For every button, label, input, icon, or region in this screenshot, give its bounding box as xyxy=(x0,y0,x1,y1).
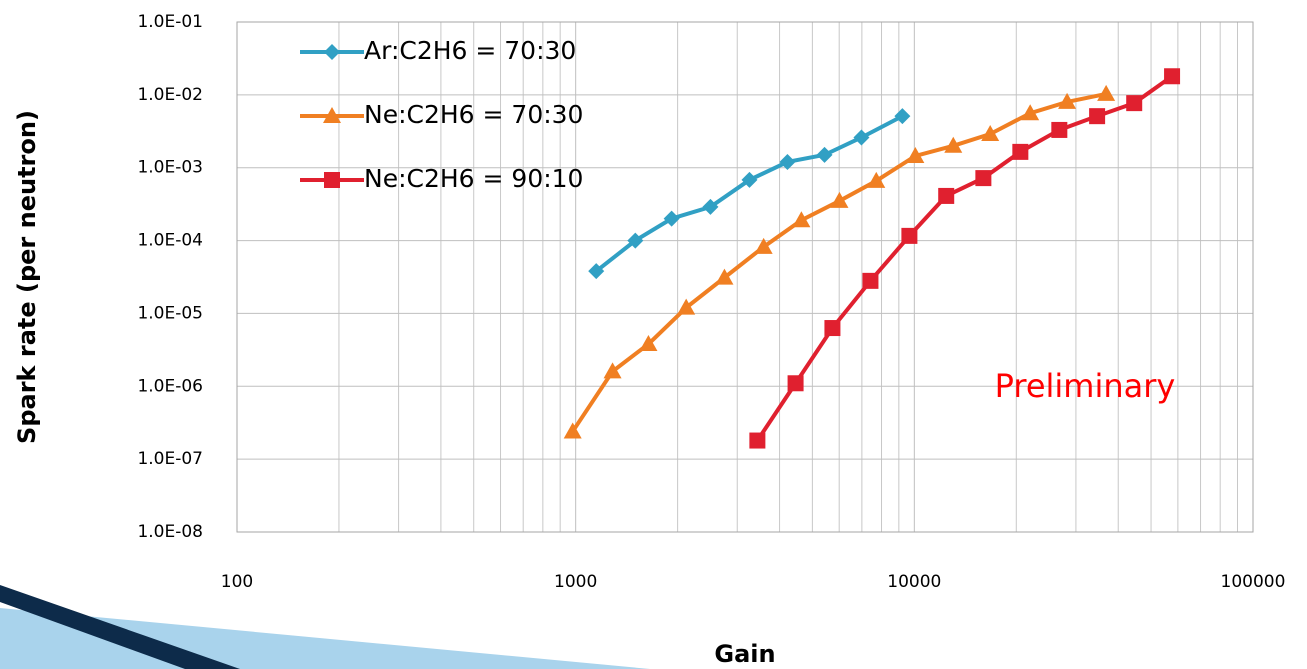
point xyxy=(867,171,886,188)
legend-marker xyxy=(324,44,340,60)
point xyxy=(741,171,758,188)
point xyxy=(663,210,680,227)
point xyxy=(901,227,918,244)
point xyxy=(853,129,870,146)
y-tick-label: 1.0E-04 xyxy=(137,231,203,251)
legend-item: Ne:C2H6 = 90:10 xyxy=(300,164,583,193)
x-tick-label: 10000 xyxy=(887,572,941,592)
point xyxy=(1126,95,1143,112)
point xyxy=(824,320,841,337)
legend-marker xyxy=(323,107,341,123)
point xyxy=(906,146,925,163)
point xyxy=(830,191,849,208)
point xyxy=(787,375,804,392)
point xyxy=(1164,68,1181,85)
point xyxy=(639,335,658,352)
legend-marker xyxy=(324,172,340,188)
x-axis-title: Gain xyxy=(714,640,775,668)
point xyxy=(779,153,796,170)
point xyxy=(702,198,719,215)
point xyxy=(563,422,582,439)
legend-item: Ne:C2H6 = 70:30 xyxy=(300,100,583,129)
x-tick-label: 100000 xyxy=(1221,572,1286,592)
y-axis-title: Spark rate (per neutron) xyxy=(13,110,41,444)
point xyxy=(792,211,811,228)
point xyxy=(816,146,833,163)
point xyxy=(715,268,734,285)
point xyxy=(938,187,955,204)
point xyxy=(1089,108,1106,125)
y-tick-label: 1.0E-02 xyxy=(137,85,203,105)
point xyxy=(981,125,1000,142)
point xyxy=(1012,143,1029,160)
point xyxy=(1097,84,1116,101)
legend-text: Ne:C2H6 = 90:10 xyxy=(364,164,583,193)
y-tick-label: 1.0E-03 xyxy=(137,158,203,178)
legend-text: Ne:C2H6 = 70:30 xyxy=(364,100,583,129)
point xyxy=(754,237,773,254)
x-tick-label: 1000 xyxy=(554,572,597,592)
point xyxy=(944,136,963,153)
y-tick-label: 1.0E-05 xyxy=(137,303,203,323)
point xyxy=(749,432,766,449)
point xyxy=(603,362,622,379)
y-tick-label: 1.0E-08 xyxy=(137,522,203,542)
point xyxy=(1021,104,1040,121)
y-tick-label: 1.0E-07 xyxy=(137,449,203,469)
point xyxy=(677,298,696,315)
annotation: Preliminary xyxy=(995,367,1176,405)
y-tick-label: 1.0E-06 xyxy=(137,376,203,396)
point xyxy=(1058,92,1077,109)
point xyxy=(894,108,911,125)
point xyxy=(627,232,644,249)
point xyxy=(588,263,605,280)
decoration xyxy=(0,585,240,669)
point xyxy=(975,170,992,187)
legend-text: Ar:C2H6 = 70:30 xyxy=(364,36,576,65)
legend-item: Ar:C2H6 = 70:30 xyxy=(300,36,576,65)
plot-border xyxy=(236,21,1254,533)
point xyxy=(1051,121,1068,138)
x-tick-label: 100 xyxy=(221,572,253,592)
y-tick-label: 1.0E-01 xyxy=(137,12,203,32)
point xyxy=(862,272,879,289)
decoration xyxy=(0,608,650,669)
